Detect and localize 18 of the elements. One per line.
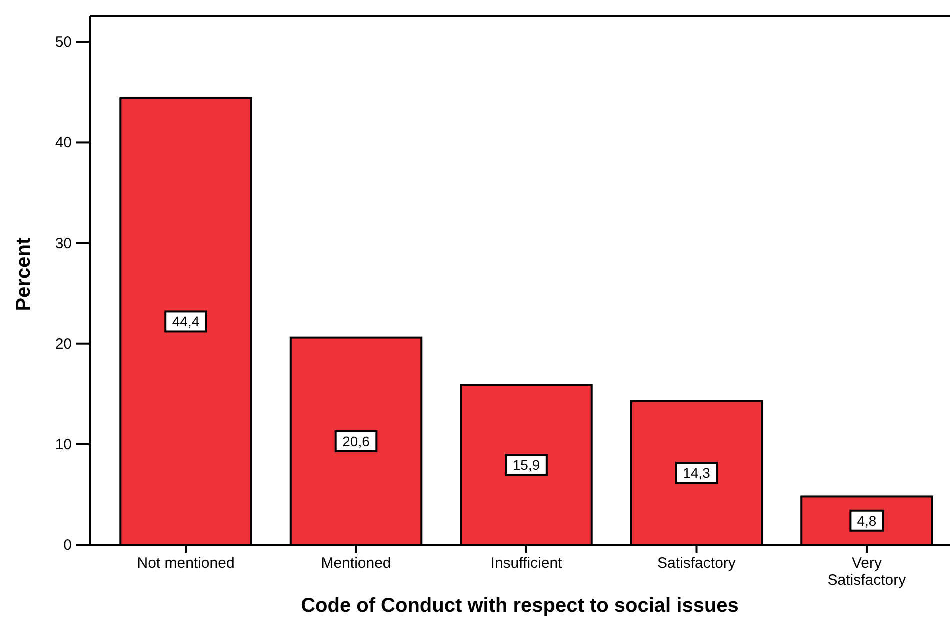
data-label: 4,8	[857, 512, 877, 529]
x-tick-label: Satisfactory	[658, 555, 736, 572]
y-tick-label: 20	[55, 336, 72, 353]
data-label: 14,3	[683, 465, 711, 482]
y-tick-label: 50	[55, 34, 72, 52]
data-label: 20,6	[342, 433, 370, 450]
y-tick-label: 40	[55, 134, 72, 152]
y-tick-label: 30	[55, 235, 72, 252]
data-label: 44,4	[172, 314, 200, 330]
y-tick-label: 10	[55, 436, 72, 454]
y-tick-label: 0	[64, 537, 72, 554]
x-tick-label: Mentioned	[321, 555, 392, 572]
data-label: 15,9	[512, 457, 540, 474]
x-tick-label: Not mentioned	[137, 555, 235, 572]
x-tick-label: Very Satisfactory	[828, 555, 907, 589]
y-axis-title: Percent	[13, 237, 35, 312]
x-tick-label: Insufficient	[490, 555, 564, 572]
x-axis-title: Code of Conduct with respect to social issues	[301, 595, 739, 617]
